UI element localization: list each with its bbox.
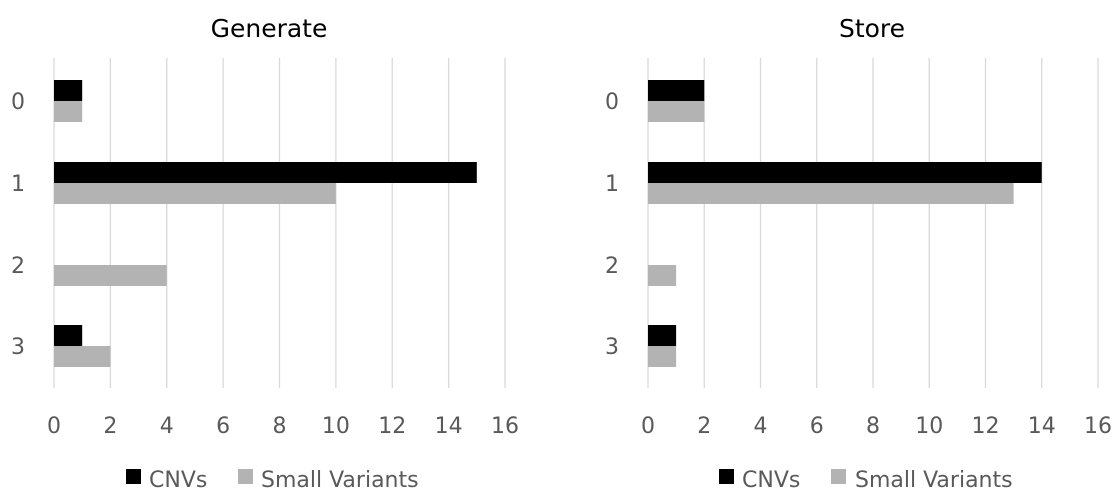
bar-cnvs [54,80,83,101]
legend-label-cnvs: CNVs [742,468,800,490]
bar-cnvs [54,325,83,346]
y-axis-tick-labels: 0 1 2 3 [605,90,619,360]
x-tick-label: 8 [273,414,287,439]
legend-swatch-cnvs [126,469,141,484]
x-tick-label: 12 [972,414,1000,439]
x-tick-label: 10 [322,414,350,439]
bar-cnvs [54,162,477,183]
bar-small-variants [648,265,677,286]
x-tick-label: 0 [47,414,61,439]
bar-cnvs [648,325,677,346]
legend-swatch-cnvs [719,469,734,484]
x-tick-label: 10 [915,414,943,439]
y-tick-label: 2 [605,254,619,279]
gridlines [53,58,506,388]
bar-cnvs [648,80,705,101]
legend: CNVs Small Variants [126,468,419,490]
x-tick-label: 2 [697,414,711,439]
bar-small-variants [648,183,1014,204]
legend-label-small-variants: Small Variants [855,468,1013,490]
x-tick-label: 4 [754,414,768,439]
x-axis-tick-labels: 0 2 4 6 8 10 12 14 16 [641,414,1112,439]
x-tick-label: 16 [1084,414,1112,439]
bar-series [54,80,477,367]
y-tick-label: 2 [11,254,25,279]
x-tick-label: 16 [491,414,519,439]
bar-small-variants [54,346,111,367]
x-tick-label: 4 [160,414,174,439]
y-tick-label: 1 [605,172,619,197]
bar-small-variants [54,183,336,204]
bar-series [648,80,1042,367]
x-tick-label: 14 [1028,414,1056,439]
x-axis-tick-labels: 0 2 4 6 8 10 12 14 16 [47,414,519,439]
y-tick-label: 3 [605,335,619,360]
x-tick-label: 0 [641,414,655,439]
legend-swatch-small-variants [831,469,846,484]
gridlines [647,58,1099,388]
legend-swatch-small-variants [238,469,253,484]
bar-small-variants [54,265,167,286]
y-tick-label: 0 [11,90,25,115]
y-tick-label: 0 [605,90,619,115]
y-axis-tick-labels: 0 1 2 3 [11,90,25,360]
bar-small-variants [648,101,705,122]
x-tick-label: 14 [435,414,463,439]
x-tick-label: 6 [810,414,824,439]
y-tick-label: 1 [11,172,25,197]
x-tick-label: 2 [103,414,117,439]
chart-title: Store [839,14,905,43]
x-tick-label: 6 [216,414,230,439]
chart-title: Generate [211,14,328,43]
bar-small-variants [54,101,83,122]
y-tick-label: 3 [11,335,25,360]
x-tick-label: 12 [378,414,406,439]
legend-label-cnvs: CNVs [149,468,207,490]
bar-small-variants [648,346,677,367]
legend: CNVs Small Variants [719,468,1013,490]
legend-label-small-variants: Small Variants [261,468,419,490]
bar-cnvs [648,162,1042,183]
x-tick-label: 8 [866,414,880,439]
